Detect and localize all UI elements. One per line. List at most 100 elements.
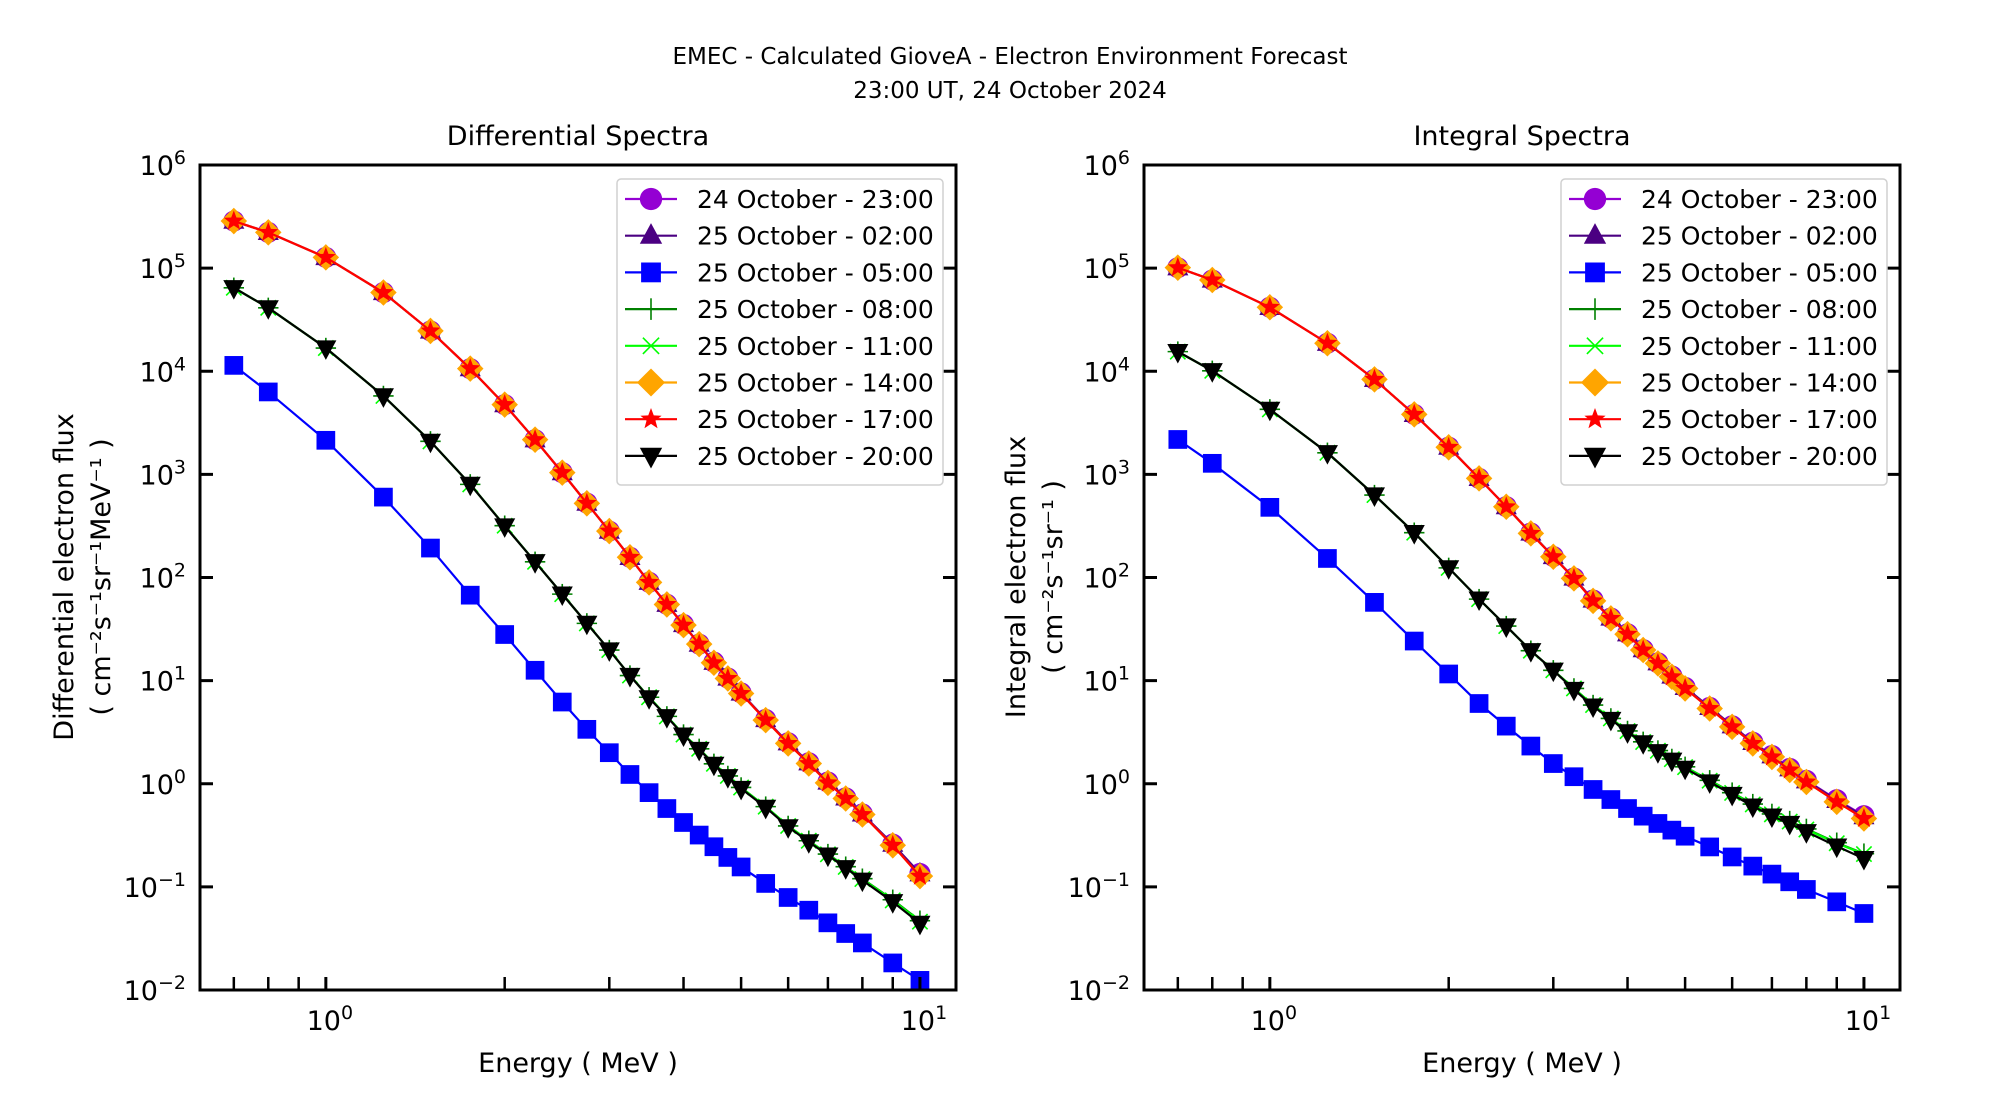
differential-data-point [798,834,820,854]
differential-data-point [755,799,777,820]
integral-data-point [1661,752,1683,773]
integral-data-point [1675,826,1695,846]
differential-legend-marker [641,262,661,283]
differential-data-point [688,741,710,762]
differential-data-point [223,280,245,300]
differential-data-point [882,894,904,914]
differential-legend-marker [639,187,663,211]
figure-title: EMEC - Calculated GioveA - Electron Envi… [672,44,1347,70]
integral-data-point [1583,590,1604,610]
differential-legend-item: 25 October - 08:00 [625,295,934,324]
integral-series-2 [1168,430,1874,923]
integral-legend-item: 25 October - 05:00 [1569,258,1878,287]
integral-data-point [1168,430,1188,449]
integral-data-point [1259,296,1280,316]
integral-data-point [1675,677,1696,697]
integral-legend-item: 25 October - 20:00 [1569,442,1878,471]
integral-data-point [1403,525,1425,545]
differential-data-point [673,614,694,634]
differential-data-point [525,429,546,449]
integral-legend-marker [1584,408,1606,429]
differential-data-point [851,872,873,893]
integral-data-point [1853,850,1875,871]
integral-data-point [1722,716,1743,736]
differential-data-point [372,388,394,408]
integral-data-point [1761,746,1782,766]
figure-subtitle: 23:00 UT, 24 October 2024 [853,78,1167,104]
differential-data-point [717,667,738,687]
integral-series-7 [1167,343,1875,871]
integral-legend-label: 25 October - 20:00 [1641,442,1878,471]
differential-data-point [552,462,573,482]
differential-data-point [639,571,660,591]
differential-data-point [316,430,336,450]
differential-legend-marker [639,223,663,244]
integral-legend-marker [1583,223,1607,244]
differential-data-point [674,813,693,832]
differential-data-point [755,709,776,729]
integral-data-point [1743,856,1763,876]
integral-data-point [1826,838,1848,859]
differential-data-point [374,487,393,507]
differential-y-tick-label: 106 [140,147,186,182]
differential-x-tick-label: 101 [901,1002,947,1037]
differential-legend-item: 25 October - 02:00 [625,222,934,251]
differential-legend-label: 25 October - 08:00 [697,295,934,324]
integral-legend-item: 25 October - 02:00 [1569,222,1878,251]
differential-legend: 24 October - 23:00 25 October - 02:00 25 O… [616,178,944,486]
differential-legend-label: 25 October - 02:00 [697,222,934,251]
integral-data-point [1796,771,1817,791]
integral-data-point [1543,754,1563,773]
differential-data-point [494,394,515,414]
differential-data-point [258,221,279,241]
differential-data-point [656,709,678,729]
integral-data-point [1201,363,1223,383]
integral-x-tick-label: 100 [1251,1002,1297,1037]
integral-data-point [1318,549,1337,568]
integral-data-point [1469,694,1489,713]
integral-data-point [1259,401,1281,422]
integral-data-point [1167,343,1189,364]
integral-data-point [1439,664,1459,684]
differential-spectra-panel: Differential Spectra Energy ( MeV ) Diff… [49,121,958,1079]
differential-data-point [460,358,481,378]
differential-data-point [619,667,641,688]
integral-data-point [1797,880,1816,899]
differential-y-tick-label: 10−1 [124,869,186,904]
integral-legend-label: 25 October - 14:00 [1641,369,1878,398]
differential-data-point [577,719,597,739]
differential-y-axis-units: ( cm⁻²s⁻¹sr⁻¹MeV⁻¹ ) [86,438,117,715]
integral-data-point [1721,786,1743,807]
integral-data-point [1699,697,1720,717]
integral-data-point [1364,368,1385,388]
differential-legend-box [616,178,944,486]
differential-data-point [777,819,799,839]
differential-data-point [835,787,856,807]
differential-data-point [421,538,440,558]
integral-data-point [1600,607,1621,627]
differential-data-point [817,847,839,868]
differential-legend-label: 25 October - 05:00 [697,258,934,287]
differential-data-point [525,660,545,680]
integral-data-point [1582,698,1604,719]
differential-data-point [576,492,597,512]
differential-y-tick-label: 105 [140,250,186,285]
differential-data-point [703,652,724,672]
integral-data-point [1495,618,1517,638]
differential-data-point [731,857,751,877]
differential-data-point [656,593,677,613]
differential-legend-marker [636,368,666,397]
differential-data-point [460,585,480,605]
differential-data-point [258,382,278,402]
integral-series-6 [1167,257,1874,828]
integral-data-point [1202,269,1223,289]
differential-data-point [852,803,873,824]
integral-y-tick-label: 104 [1084,353,1130,388]
integral-data-point [1617,623,1638,643]
integral-data-point [1520,522,1541,542]
differential-data-point [576,615,598,636]
integral-data-point [1563,681,1585,702]
differential-series-7 [223,280,931,936]
integral-data-point [1542,662,1564,683]
